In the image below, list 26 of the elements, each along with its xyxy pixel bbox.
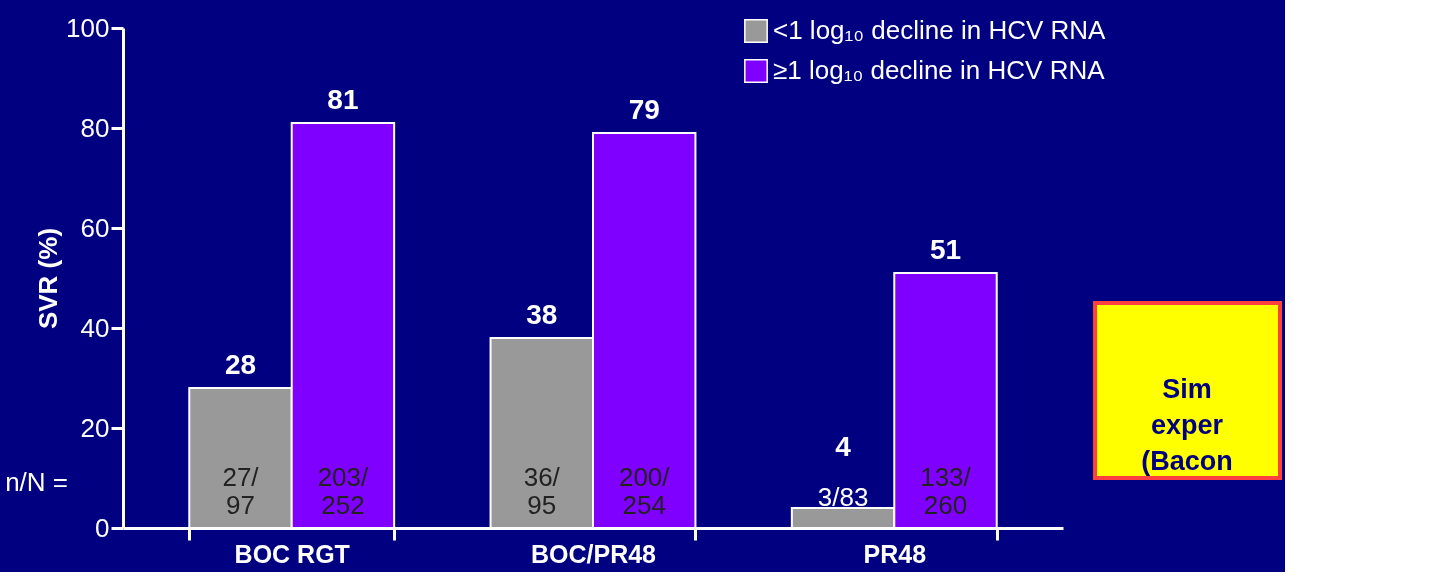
annotation: 36/ 95	[523, 462, 561, 520]
data-label: 28	[224, 349, 257, 380]
data-label: 38	[526, 299, 558, 330]
y-tick-label: 60	[80, 212, 110, 243]
y-tick-label: 80	[80, 112, 110, 143]
x-tick-label: PR48	[863, 539, 927, 568]
y-tick-label: 40	[80, 312, 110, 343]
annotation: 203/ 252	[317, 462, 370, 520]
annotation: 3/83	[817, 482, 869, 512]
data-label: 4	[835, 431, 852, 462]
y-tick-label: 20	[80, 412, 110, 443]
data-label: 81	[327, 84, 359, 115]
annotation: 133/ 260	[920, 462, 972, 520]
text: n/N =	[5, 467, 68, 497]
annotation: 200/ 254	[618, 462, 671, 520]
y-axis-title: SVR (%)	[33, 227, 64, 330]
legend-label: <1 log₁₀ decline in HCV RNA	[773, 15, 1107, 45]
data-label: 51	[929, 234, 962, 265]
y-tick-label: 0	[95, 512, 110, 543]
x-tick-label: BOC RGT	[234, 539, 350, 568]
text: Sim exper (Bacon	[1141, 374, 1233, 476]
annotation: 27/ 97	[222, 462, 260, 520]
data-label: 79	[628, 94, 660, 125]
y-tick-label: 100	[66, 12, 110, 43]
x-tick-label: BOC/PR48	[530, 539, 657, 568]
legend-label: ≥1 log₁₀ decline in HCV RNA	[773, 55, 1106, 85]
